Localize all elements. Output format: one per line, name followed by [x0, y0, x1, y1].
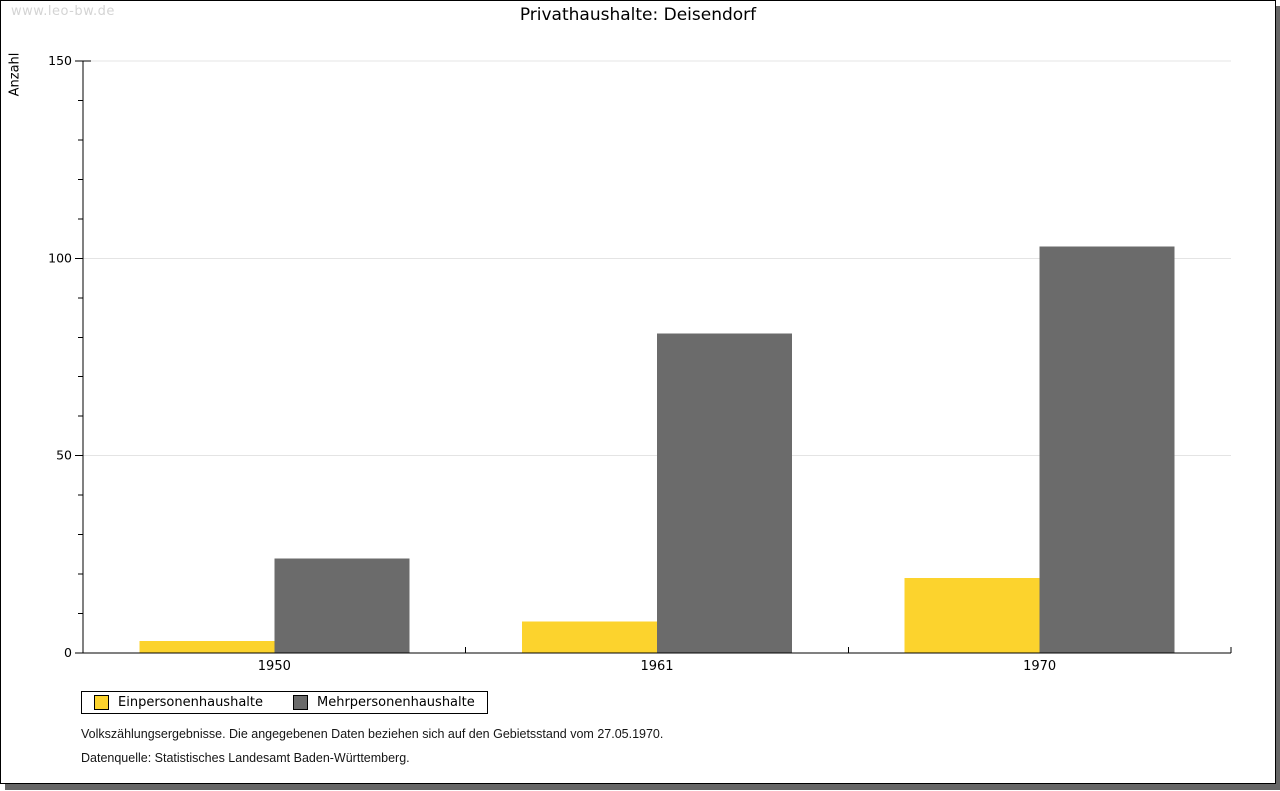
bar-1970-mehrpersonenhaushalte	[1039, 246, 1175, 653]
legend-label-mehrpersonenhaushalte: Mehrpersonenhaushalte	[317, 695, 475, 710]
y-tick-label-50: 50	[56, 448, 72, 463]
legend-label-einpersonenhaushalte: Einpersonenhaushalte	[118, 695, 263, 710]
bar-1961-mehrpersonenhaushalte	[657, 333, 792, 653]
bar-1950-mehrpersonenhaushalte	[274, 558, 410, 653]
legend: Einpersonenhaushalte Mehrpersonenhaushal…	[81, 691, 488, 714]
x-tick-label-1950: 1950	[258, 659, 291, 674]
chart-canvas: 1950 1961 1970 0 50 100 150	[48, 53, 1232, 674]
watermark: www.leo-bw.de	[11, 4, 115, 19]
footnote-gebietsstand: Volkszählungsergebnisse. Die angegebenen…	[81, 727, 664, 741]
x-tick-label-1961: 1961	[640, 659, 673, 674]
chart-title: Privathaushalte: Deisendorf	[519, 5, 757, 25]
y-tick-label-100: 100	[48, 250, 72, 265]
x-tick-label-1970: 1970	[1023, 659, 1056, 674]
legend-swatch-mehrpersonenhaushalte	[293, 695, 308, 710]
y-tick-label-0: 0	[64, 645, 72, 660]
legend-item-mehrpersonenhaushalte: Mehrpersonenhaushalte	[293, 695, 475, 710]
bar-1950-einpersonenhaushalte	[139, 641, 275, 653]
bar-1970-einpersonenhaushalte	[904, 578, 1040, 653]
bar-1961-einpersonenhaushalte	[522, 621, 657, 653]
footnote-datenquelle: Datenquelle: Statistisches Landesamt Bad…	[81, 751, 410, 765]
y-tick-label-150: 150	[48, 53, 72, 68]
legend-item-einpersonenhaushalte: Einpersonenhaushalte	[94, 695, 263, 710]
legend-swatch-einpersonenhaushalte	[94, 695, 109, 710]
